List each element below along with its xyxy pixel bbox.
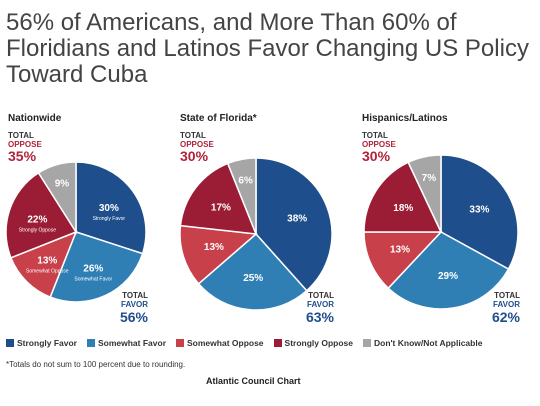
pie-slice-dont-know xyxy=(37,161,77,235)
total-oppose-label: OPPOSE xyxy=(8,140,42,149)
legend-swatch xyxy=(86,339,95,347)
legend-item-strongly-favor: Strongly Favor xyxy=(6,338,77,348)
slice-value-label: 25% xyxy=(243,273,263,284)
pie-slice-dont-know xyxy=(226,157,257,235)
slice-value-label: 13% xyxy=(37,256,57,267)
legend-label: Somewhat Favor xyxy=(97,338,167,348)
slice-value-label: 13% xyxy=(204,242,224,253)
slice-value-label: 7% xyxy=(422,173,437,184)
total-oppose-label: OPPOSE xyxy=(362,140,396,149)
legend-label: Strongly Favor xyxy=(17,338,77,348)
total-favor-label: FAVOR xyxy=(121,300,148,309)
pie-slice-somewhat-oppose xyxy=(179,224,258,285)
total-oppose-label: TOTAL xyxy=(362,131,388,140)
legend-label: Strongly Oppose xyxy=(284,338,354,348)
total-oppose-value: 30% xyxy=(180,148,209,164)
total-oppose-value: 30% xyxy=(362,148,391,164)
total-oppose-label: TOTAL xyxy=(8,131,34,140)
slice-value-label: 17% xyxy=(211,202,231,213)
pie-chart-3: Hispanics/LatinosTOTALOPPOSE30%33%29%13%… xyxy=(362,113,521,325)
legend: Strongly Favor Somewhat Favor Somewhat Opp… xyxy=(6,338,536,348)
legend-swatch xyxy=(273,339,282,347)
total-oppose-label: TOTAL xyxy=(180,131,206,140)
pie-slice-strongly-favor xyxy=(440,154,519,271)
pie-slice-somewhat-oppose xyxy=(363,231,443,290)
slice-value-label: 38% xyxy=(287,213,307,224)
pie-title: State of Florida* xyxy=(180,113,257,124)
total-favor-value: 56% xyxy=(120,309,149,325)
slice-value-label: 22% xyxy=(27,214,47,225)
footnote: *Totals do not sum to 100 percent due to… xyxy=(6,360,186,369)
total-favor-label: FAVOR xyxy=(307,300,334,309)
pie-slice-strongly-favor xyxy=(75,161,147,255)
chart-headline: 56% of Americans, and More Than 60% of F… xyxy=(6,9,529,88)
pie-slice-somewhat-favor xyxy=(197,232,308,311)
slice-value-label: 26% xyxy=(83,264,103,275)
pie-slice-strongly-favor xyxy=(255,157,333,292)
slice-category-label: Strongly Favor xyxy=(93,216,126,222)
legend-swatch xyxy=(176,339,185,347)
pie-slice-somewhat-favor xyxy=(49,231,144,303)
legend-label: Don't Know/Not Applicable xyxy=(374,338,483,348)
total-favor-label: TOTAL xyxy=(308,291,334,300)
slice-value-label: 9% xyxy=(55,179,70,190)
total-oppose-value: 35% xyxy=(8,148,37,164)
legend-item-strongly-oppose: Strongly Oppose xyxy=(273,338,354,348)
pie-title: Hispanics/Latinos xyxy=(362,113,448,124)
pie-slice-dont-know xyxy=(407,154,442,233)
legend-swatch xyxy=(363,339,372,347)
total-favor-value: 62% xyxy=(492,309,521,325)
slice-value-label: 18% xyxy=(393,203,413,214)
source-credit: Atlantic Council Chart xyxy=(206,376,301,386)
legend-label: Somewhat Oppose xyxy=(187,338,264,348)
legend-item-somewhat-oppose: Somewhat Oppose xyxy=(176,338,264,348)
legend-item-somewhat-favor: Somewhat Favor xyxy=(86,338,167,348)
pie-slice-somewhat-favor xyxy=(387,231,510,310)
slice-value-label: 30% xyxy=(99,203,119,214)
total-favor-value: 63% xyxy=(306,309,335,325)
slice-value-label: 6% xyxy=(238,175,253,186)
pie-slice-somewhat-oppose xyxy=(9,230,78,299)
pie-slice-strongly-oppose xyxy=(5,171,78,259)
slice-value-label: 33% xyxy=(469,204,489,215)
slice-category-label: Somewhat Favor xyxy=(74,277,112,283)
slice-category-label: Somewhat Oppose xyxy=(26,269,69,275)
pie-chart-2: State of Florida*TOTALOPPOSE30%38%25%13%… xyxy=(179,113,335,325)
slice-value-label: 29% xyxy=(438,271,458,282)
total-oppose-label: OPPOSE xyxy=(180,140,214,149)
pie-slice-strongly-oppose xyxy=(363,161,443,233)
slice-value-label: 13% xyxy=(390,245,410,256)
total-favor-label: TOTAL xyxy=(122,291,148,300)
total-favor-label: FAVOR xyxy=(493,300,520,309)
slice-category-label: Strongly Oppose xyxy=(19,227,56,233)
total-favor-label: TOTAL xyxy=(494,291,520,300)
pie-slice-strongly-oppose xyxy=(179,162,258,235)
pie-title: Nationwide xyxy=(8,113,62,124)
legend-item-dont-know: Don't Know/Not Applicable xyxy=(363,338,482,348)
legend-swatch xyxy=(6,339,14,347)
